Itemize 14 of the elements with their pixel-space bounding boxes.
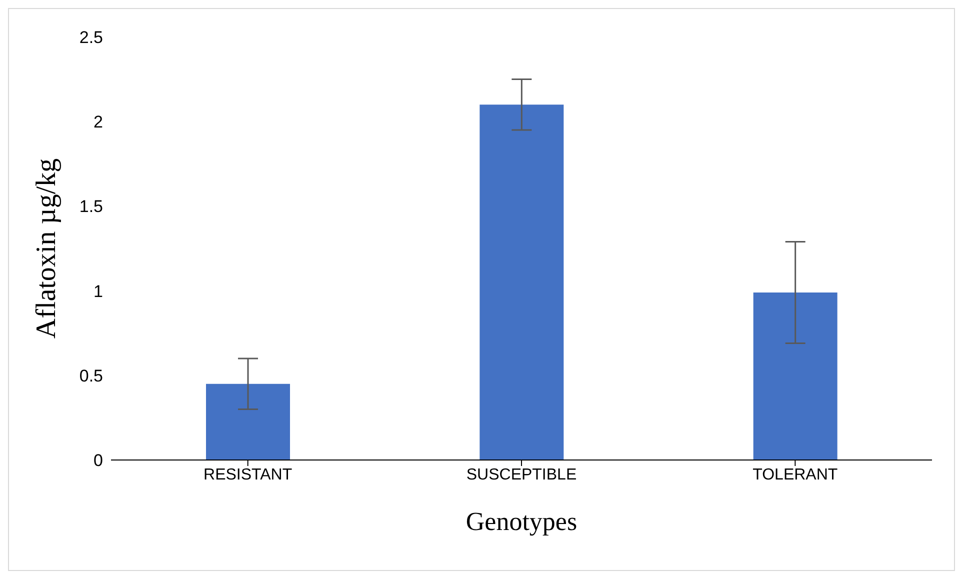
y-tick-label: 2.5: [79, 28, 103, 48]
y-tick-label: 1: [94, 282, 103, 301]
bar: [206, 384, 290, 460]
y-tick-label: 2: [94, 112, 103, 132]
x-tick-label: SUSCEPTIBLE: [466, 466, 577, 484]
y-tick-label: 0: [94, 451, 103, 470]
x-tick-label: TOLERANT: [752, 466, 838, 484]
x-tick-label: RESISTANT: [204, 466, 292, 484]
y-tick-label: 1.5: [79, 197, 103, 216]
bar: [753, 292, 838, 460]
y-tick-label: 0.5: [79, 366, 103, 386]
y-axis-title: Aflatoxin µg/kg: [30, 158, 62, 339]
x-axis-title: Genotypes: [466, 507, 578, 536]
bar: [480, 104, 564, 460]
